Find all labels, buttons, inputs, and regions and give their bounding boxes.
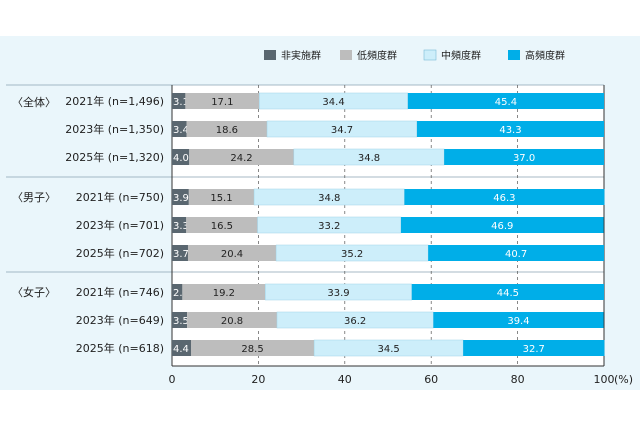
x-tick-label-0: 0 [169, 373, 176, 386]
bar-segment-3-3-1 [172, 340, 192, 356]
data-label-1-3-3: 34.8 [358, 153, 380, 164]
bar-segment-2-1-1 [172, 189, 189, 205]
legend-label-4: 高頻度群 [525, 49, 565, 62]
data-label-2-3-1: 3.7 [173, 249, 189, 260]
data-label-3-1-4: 44.5 [497, 288, 519, 299]
bar-segment-3-3-4 [463, 340, 605, 356]
bar-segment-2-2-4 [400, 217, 604, 233]
legend-swatch-4 [508, 50, 520, 60]
data-label-3-1-3: 33.9 [327, 288, 349, 299]
data-label-2-2-2: 16.5 [211, 221, 233, 232]
row-label-1-1: 2021年 (n=1,496) [65, 94, 164, 108]
legend-swatch-2 [340, 50, 352, 60]
legend-label-2: 低頻度群 [357, 49, 397, 62]
row-label-2-3: 2025年 (n=702) [76, 246, 164, 260]
data-label-1-3-1: 4.0 [173, 153, 189, 164]
row-label-1-3: 2025年 (n=1,320) [65, 150, 164, 164]
data-label-1-1-3: 34.4 [322, 97, 344, 108]
group-label-3: 〈女子〉 [12, 285, 56, 299]
data-label-1-2-4: 43.3 [499, 125, 521, 136]
bar-segment-1-3-1 [172, 149, 190, 165]
bar-segment-1-2-4 [416, 121, 604, 137]
bar-segment-3-3-3 [313, 339, 464, 357]
bar-segment-2-3-4 [428, 245, 604, 261]
data-label-3-3-1: 4.4 [173, 344, 189, 355]
data-label-2-3-3: 35.2 [341, 249, 363, 260]
x-tick-label-20: 20 [251, 373, 265, 386]
data-label-1-3-2: 24.2 [230, 153, 252, 164]
data-label-1-3-4: 37.0 [513, 153, 535, 164]
bar-segment-3-2-4 [433, 312, 604, 328]
bar-segment-2-3-2 [187, 245, 277, 261]
bar-segment-2-1-4 [404, 189, 605, 205]
bar-segment-3-2-1 [172, 312, 188, 328]
bar-segment-3-1-4 [411, 284, 604, 300]
data-label-2-1-3: 34.8 [318, 193, 340, 204]
row-label-1-2: 2023年 (n=1,350) [65, 122, 164, 136]
data-label-2-2-3: 33.2 [318, 221, 340, 232]
bar-segment-1-1-4 [407, 93, 604, 109]
group-label-1: 〈全体〉 [12, 95, 56, 109]
group-label-2: 〈男子〉 [12, 191, 56, 204]
bar-segment-1-3-4 [444, 149, 604, 165]
legend-swatch-3 [423, 49, 437, 61]
bar-segment-2-2-2 [186, 217, 258, 233]
data-label-3-1-1: 2.4 [173, 288, 189, 299]
data-label-1-2-3: 34.7 [331, 125, 353, 136]
row-label-2-2: 2023年 (n=701) [76, 218, 164, 232]
bar-segment-3-1-1 [172, 284, 183, 300]
data-label-2-1-1: 3.9 [173, 193, 189, 204]
data-label-3-3-4: 32.7 [523, 344, 545, 355]
data-label-2-3-2: 20.4 [221, 249, 243, 260]
data-label-3-1-2: 19.2 [213, 288, 235, 299]
data-label-3-2-4: 39.4 [507, 316, 529, 327]
data-label-1-2-2: 18.6 [216, 125, 238, 136]
bar-segment-1-1-2 [185, 93, 260, 109]
bar-segment-2-1-2 [188, 189, 255, 205]
bar-segment-1-2-1 [172, 121, 187, 137]
legend-label-3: 中頻度群 [441, 49, 481, 62]
x-tick-label-60: 60 [424, 373, 438, 386]
bar-segment-1-1-1 [172, 93, 186, 109]
row-label-3-1: 2021年 (n=746) [76, 285, 164, 299]
data-label-1-1-1: 3.1 [173, 97, 189, 108]
data-label-3-2-1: 3.5 [173, 316, 189, 327]
data-label-2-1-2: 15.1 [210, 193, 232, 204]
data-label-1-1-2: 17.1 [211, 97, 233, 108]
row-label-2-1: 2021年 (n=750) [76, 190, 164, 204]
data-label-2-2-1: 3.3 [173, 221, 189, 232]
bar-segment-3-3-2 [191, 340, 315, 356]
x-tick-label-40: 40 [338, 373, 352, 386]
row-label-3-3: 2025年 (n=618) [76, 341, 164, 355]
legend-swatch-1 [264, 50, 276, 60]
bar-segment-3-2-2 [187, 312, 277, 328]
data-label-1-2-1: 3.4 [173, 125, 189, 136]
data-label-2-1-4: 46.3 [493, 193, 515, 204]
data-label-3-2-2: 20.8 [221, 316, 243, 327]
bar-segment-3-1-2 [182, 284, 266, 300]
data-label-3-3-2: 28.5 [241, 344, 263, 355]
x-tick-label-80: 80 [511, 373, 525, 386]
data-label-2-2-4: 46.9 [491, 221, 513, 232]
legend-label-1: 非実施群 [281, 49, 321, 62]
data-label-3-2-3: 36.2 [344, 316, 366, 327]
data-label-1-1-4: 45.4 [495, 97, 517, 108]
bar-segment-2-2-1 [172, 217, 187, 233]
data-label-3-3-3: 34.5 [378, 344, 400, 355]
row-label-3-2: 2023年 (n=649) [76, 313, 164, 327]
bar-segment-1-2-2 [186, 121, 268, 137]
bar-segment-1-3-2 [189, 149, 294, 165]
x-tick-label-100: 100 [594, 373, 615, 386]
bar-segment-2-3-1 [172, 245, 188, 261]
x-unit-label: (%) [614, 373, 633, 386]
data-label-2-3-4: 40.7 [505, 249, 527, 260]
